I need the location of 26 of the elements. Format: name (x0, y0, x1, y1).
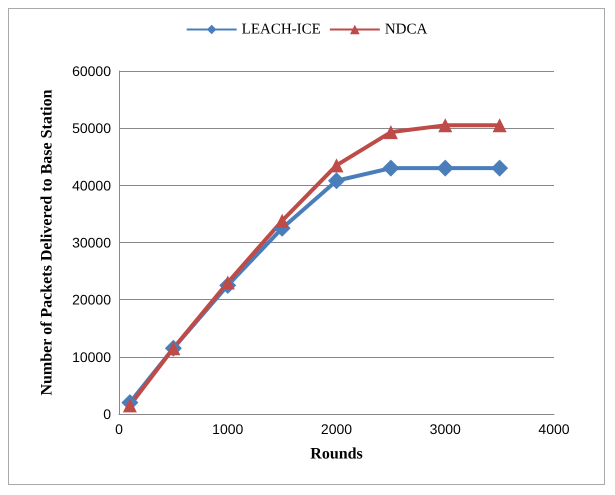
y-tick-label: 50000 (72, 120, 112, 136)
x-tick-label: 0 (115, 421, 124, 437)
point (328, 172, 345, 190)
legend-label: NDCA (384, 22, 428, 38)
point (275, 214, 290, 228)
y-tick-label: 30000 (72, 234, 112, 250)
point (220, 276, 235, 290)
point (492, 118, 507, 132)
y-tick-label: 40000 (72, 177, 112, 194)
y-tick-label: 60000 (72, 63, 112, 79)
point (438, 118, 452, 132)
x-tick-label: 1000 (212, 421, 244, 437)
point (491, 160, 508, 177)
y-tick-label: 20000 (72, 292, 112, 308)
y-axis-title: Number of Packets Delivered to Base Station (38, 89, 56, 396)
point (122, 398, 137, 412)
legend-label: LEACH-ICE (242, 22, 321, 38)
y-tick-label: 10000 (72, 348, 112, 365)
y-tick-label: 0 (103, 406, 112, 422)
x-axis-title: Rounds (310, 446, 363, 462)
point (436, 160, 454, 177)
point (382, 160, 400, 177)
x-tick-label: 3000 (430, 421, 462, 437)
x-tick-label: 4000 (538, 421, 570, 437)
point (384, 125, 398, 140)
x-tick-label: 2000 (320, 421, 352, 437)
